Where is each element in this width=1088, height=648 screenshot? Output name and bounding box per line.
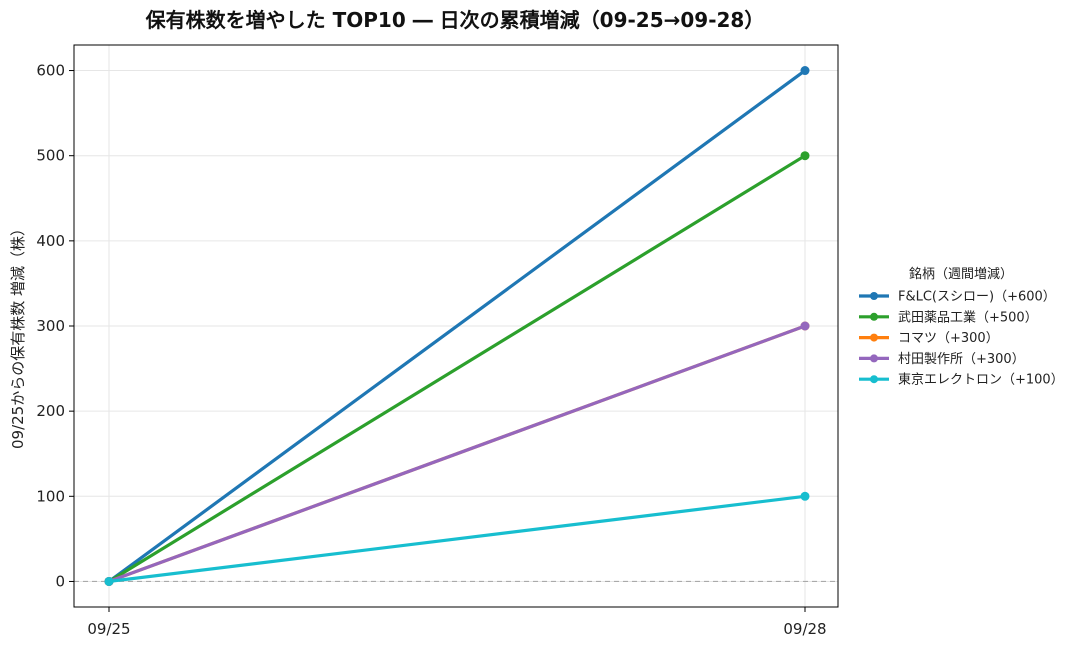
legend-label: 武田薬品工業（+500） xyxy=(898,309,1038,325)
legend-marker xyxy=(870,312,878,321)
y-tick-label: 500 xyxy=(36,147,65,165)
series-line xyxy=(107,494,807,584)
y-tick-label: 300 xyxy=(36,317,65,335)
legend-item: 武田薬品工業（+500） xyxy=(859,309,1038,325)
legend-item: 村田製作所（+300） xyxy=(859,352,1025,367)
legend-marker xyxy=(870,354,878,363)
legend-marker xyxy=(870,375,878,384)
y-tick-label: 600 xyxy=(36,62,65,80)
legend-title: 銘柄（週間増減） xyxy=(909,266,1013,282)
y-axis: 0 100 200 300 400 500 600 xyxy=(36,62,74,590)
x-tick-label: 09/25 xyxy=(87,620,130,638)
legend-item: コマツ（+300） xyxy=(859,331,999,346)
series-4 xyxy=(104,321,810,586)
legend-marker xyxy=(870,292,878,300)
x-tick-label: 09/28 xyxy=(783,620,826,638)
data-point xyxy=(800,66,810,76)
legend-label: F&LC(スシロー)（+600） xyxy=(898,290,1056,305)
y-tick-label: 200 xyxy=(36,402,65,420)
series-layer xyxy=(104,66,810,586)
legend: 銘柄（週間増減） F&LC(スシロー)（+600） 武田薬品工業（+500） コマツ… xyxy=(859,266,1064,388)
legend-marker xyxy=(870,333,878,342)
chart-title: 保有株数を増やした TOP10 ― 日次の累積増減（09-25→09-28） xyxy=(145,8,765,32)
legend-label: 東京エレクトロン（+100） xyxy=(898,372,1064,388)
data-point xyxy=(800,151,810,161)
series-line xyxy=(107,324,807,584)
series-line xyxy=(107,68,807,584)
legend-item: F&LC(スシロー)（+600） xyxy=(859,290,1056,305)
series-line xyxy=(107,154,807,584)
x-axis: 09/25 09/28 xyxy=(87,607,827,638)
series-2 xyxy=(104,151,810,586)
series-5 xyxy=(104,491,810,586)
data-point xyxy=(104,576,114,586)
data-point xyxy=(800,321,810,331)
legend-item: 東京エレクトロン（+100） xyxy=(859,372,1064,388)
y-tick-label: 100 xyxy=(36,487,65,505)
legend-label: コマツ（+300） xyxy=(898,331,999,346)
y-tick-label: 0 xyxy=(55,572,65,590)
y-tick-label: 400 xyxy=(36,232,65,250)
legend-label: 村田製作所（+300） xyxy=(898,352,1025,367)
data-point xyxy=(800,491,810,501)
y-axis-label: 09/25からの保有株数 増減（株） xyxy=(9,221,27,449)
